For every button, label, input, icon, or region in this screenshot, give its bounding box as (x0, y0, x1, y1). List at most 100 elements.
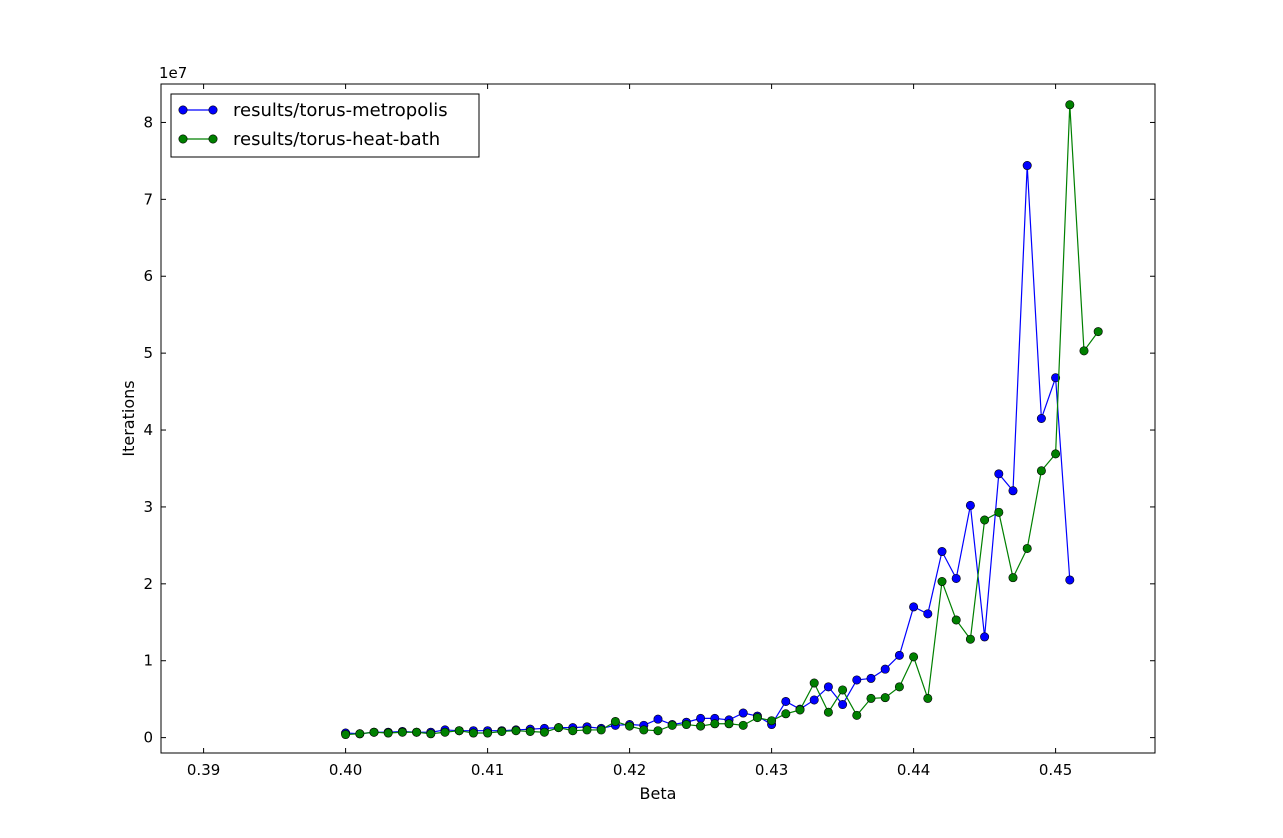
data-point (852, 675, 862, 685)
data-point (880, 693, 890, 703)
x-tick-label: 0.43 (755, 761, 788, 779)
legend-label: results/torus-heat-bath (233, 129, 440, 150)
data-point (1051, 373, 1061, 383)
data-point (412, 727, 422, 737)
data-point (894, 682, 904, 692)
data-point (951, 573, 961, 583)
data-point (809, 695, 819, 705)
data-point (468, 728, 478, 738)
data-point (1065, 100, 1075, 110)
data-point (681, 720, 691, 730)
x-tick-label: 0.40 (329, 761, 362, 779)
data-point (1022, 161, 1032, 171)
y-tick-label: 3 (143, 498, 153, 516)
y-tick-label: 0 (143, 729, 153, 747)
y-axis-label: Iterations (119, 380, 138, 456)
data-point (497, 726, 507, 736)
y-tick-label: 2 (143, 575, 153, 593)
data-point (838, 700, 848, 710)
data-point (1065, 575, 1075, 585)
data-point (1008, 486, 1018, 496)
legend-box (170, 93, 480, 158)
data-point (454, 726, 464, 736)
legend-marker (178, 105, 188, 115)
data-point (525, 726, 535, 736)
x-tick-label: 0.42 (613, 761, 646, 779)
legend-marker (178, 134, 188, 144)
data-point (866, 693, 876, 703)
data-point (738, 708, 748, 718)
data-point (994, 469, 1004, 479)
ticks-layer: 0.39 0.40 0.41 0.42 0.43 0.44 0.45 0 1 2 3 4 5 6 7 8 (143, 84, 1155, 779)
data-point (696, 713, 706, 723)
data-point (696, 721, 706, 731)
data-point (511, 726, 521, 736)
data-point (355, 729, 365, 739)
data-point (625, 721, 635, 731)
y-tick-label: 5 (143, 344, 153, 362)
series-layer (341, 100, 1103, 740)
data-point (397, 727, 407, 737)
y-tick-label: 6 (143, 267, 153, 285)
data-point (909, 602, 919, 612)
y-tick-label: 4 (143, 421, 153, 439)
legend: results/torus-metropolis results/torus-he… (170, 93, 480, 158)
data-point (909, 652, 919, 662)
data-point (440, 727, 450, 737)
series-line-0 (345, 165, 1071, 735)
data-point (823, 682, 833, 692)
data-point (1036, 466, 1046, 476)
data-point (852, 710, 862, 720)
legend-marker (208, 134, 218, 144)
data-point (1036, 413, 1046, 423)
data-point (866, 673, 876, 683)
data-point (341, 730, 351, 740)
data-point (554, 723, 564, 733)
data-point (710, 719, 720, 729)
data-point (383, 728, 393, 738)
data-point (937, 547, 947, 557)
x-tick-label: 0.45 (1039, 761, 1072, 779)
data-point (1093, 327, 1103, 337)
data-point (894, 650, 904, 660)
data-point (838, 685, 848, 695)
data-point (1008, 573, 1018, 583)
legend-label: results/torus-metropolis (233, 100, 448, 121)
data-point (965, 500, 975, 510)
data-point (667, 720, 677, 730)
data-point (994, 507, 1004, 517)
data-point (582, 725, 592, 735)
y-tick-label: 7 (143, 190, 153, 208)
data-point (781, 696, 791, 706)
data-point (426, 729, 436, 739)
data-point (539, 727, 549, 737)
data-point (568, 726, 578, 736)
data-point (951, 615, 961, 625)
data-point (781, 709, 791, 719)
legend-marker (208, 105, 218, 115)
data-point (795, 705, 805, 715)
data-point (653, 714, 663, 724)
data-point (639, 725, 649, 735)
data-point (369, 727, 379, 737)
data-point (1022, 543, 1032, 553)
data-point (980, 632, 990, 642)
data-point (809, 678, 819, 688)
data-point (610, 716, 620, 726)
plot-frame (160, 83, 1156, 754)
data-point (483, 728, 493, 738)
data-point (1051, 449, 1061, 459)
y-offset-label: 1e7 (159, 64, 187, 82)
y-tick-label: 1 (143, 652, 153, 670)
data-point (767, 716, 777, 726)
data-point (752, 713, 762, 723)
data-point (965, 634, 975, 644)
data-point (937, 577, 947, 587)
data-point (823, 707, 833, 717)
y-tick-label: 8 (143, 113, 153, 131)
data-point (1079, 346, 1089, 356)
data-point (923, 609, 933, 619)
x-axis-label: Beta (640, 784, 677, 803)
data-point (923, 693, 933, 703)
